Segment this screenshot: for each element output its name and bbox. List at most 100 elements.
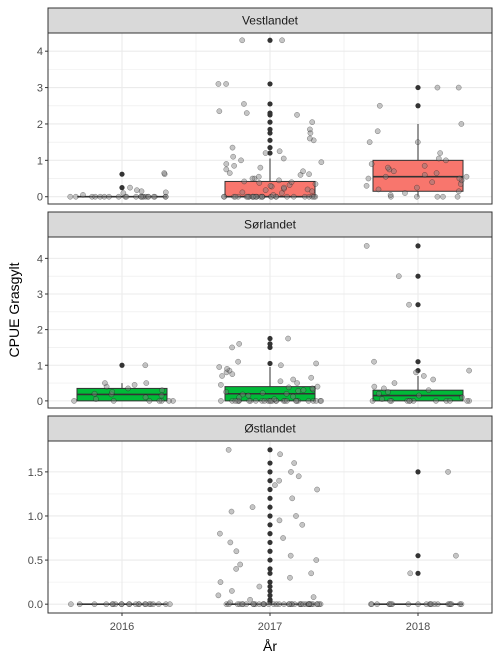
data-point: [300, 601, 307, 608]
data-point: [273, 398, 279, 404]
data-point: [293, 398, 300, 404]
data-point: [217, 579, 224, 585]
data-point: [314, 601, 320, 608]
data-point: [296, 601, 303, 608]
data-point: [245, 392, 252, 399]
data-point: [234, 601, 241, 608]
data-point: [388, 398, 395, 404]
data-point: [223, 389, 229, 395]
outlier-point: [267, 583, 273, 590]
outlier-point: [119, 362, 125, 368]
data-point: [91, 390, 98, 397]
data-point: [243, 110, 250, 116]
data-point: [285, 335, 291, 342]
data-point: [311, 193, 317, 200]
data-point: [434, 601, 441, 608]
data-point: [284, 193, 290, 200]
outlier-point: [267, 81, 273, 87]
data-point: [151, 193, 158, 200]
data-point: [278, 362, 284, 369]
data-point: [109, 389, 116, 395]
y-tick-label: 3: [37, 83, 43, 95]
data-point: [118, 601, 125, 608]
data-point: [371, 383, 378, 390]
data-point: [308, 374, 315, 381]
data-point: [276, 601, 283, 608]
data-point: [102, 380, 108, 386]
outlier-point: [267, 101, 273, 107]
data-point: [280, 398, 287, 404]
data-point: [256, 583, 263, 590]
data-point: [106, 193, 112, 200]
data-point: [382, 173, 389, 180]
outlier-point: [415, 103, 421, 109]
outlier-point: [267, 145, 273, 151]
data-point: [115, 193, 122, 200]
data-point: [313, 398, 319, 404]
data-point: [76, 601, 83, 608]
data-point: [228, 508, 235, 515]
data-point: [447, 601, 454, 608]
data-point: [218, 381, 224, 388]
data-point: [163, 601, 169, 608]
data-point: [448, 601, 455, 608]
data-point: [158, 392, 165, 399]
data-point: [162, 193, 169, 200]
data-point: [251, 193, 257, 200]
data-point: [285, 384, 292, 391]
data-point: [167, 601, 173, 608]
data-point: [309, 385, 316, 392]
data-point: [97, 193, 104, 200]
outlier-point: [267, 360, 273, 367]
data-point: [233, 566, 240, 572]
data-point: [150, 601, 156, 608]
data-point: [235, 358, 241, 365]
data-point: [363, 243, 370, 249]
data-point: [142, 601, 148, 608]
data-point: [310, 398, 317, 404]
data-point: [276, 148, 283, 155]
outlier-point: [267, 495, 273, 501]
y-tick-label: 1.0: [28, 511, 43, 523]
outlier-point: [267, 548, 273, 554]
outlier-point: [267, 504, 273, 510]
data-point: [235, 193, 242, 200]
data-point: [368, 601, 375, 608]
data-point: [150, 193, 157, 200]
outlier-point: [415, 84, 421, 91]
data-point: [407, 570, 414, 577]
data-point: [385, 389, 391, 395]
facet-strip: [47, 415, 493, 442]
data-point: [276, 477, 282, 484]
data-point: [466, 398, 472, 404]
data-point: [268, 183, 275, 190]
data-point: [126, 601, 132, 608]
data-point: [229, 588, 235, 594]
data-point: [283, 398, 290, 404]
data-point: [131, 381, 138, 388]
data-point: [443, 157, 449, 164]
data-point: [298, 601, 304, 608]
data-point: [226, 367, 233, 374]
data-point: [247, 596, 253, 603]
outlier-point: [267, 478, 273, 484]
data-point: [109, 601, 116, 608]
box-iqr: [372, 159, 464, 192]
data-point: [110, 601, 116, 608]
outlier-point: [267, 37, 273, 43]
data-point: [281, 185, 287, 192]
data-point: [218, 398, 224, 404]
data-point: [268, 193, 275, 200]
data-point: [314, 486, 320, 493]
data-point: [260, 601, 267, 608]
data-point: [425, 387, 432, 394]
data-point: [259, 398, 265, 404]
outlier-point: [267, 531, 273, 537]
data-point: [309, 188, 315, 195]
data-point: [288, 469, 294, 475]
y-tick-label: 4: [37, 46, 43, 58]
data-point: [410, 398, 417, 404]
data-point: [257, 164, 264, 171]
data-point: [458, 121, 465, 127]
data-point: [431, 601, 438, 608]
